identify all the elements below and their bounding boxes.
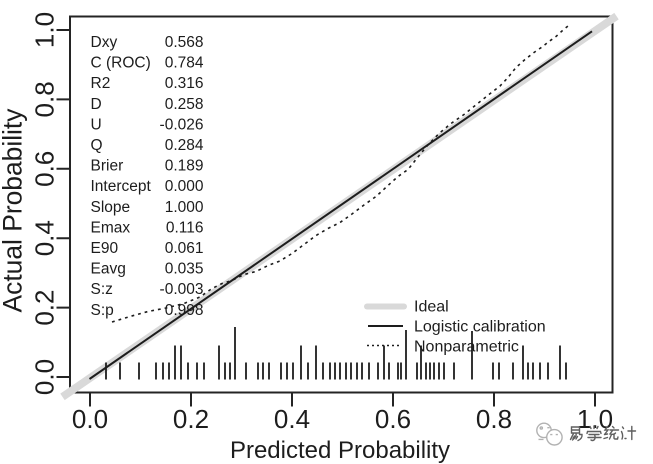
svg-text:Ideal: Ideal — [414, 299, 449, 316]
svg-text:0.2: 0.2 — [30, 290, 60, 326]
svg-text:U: U — [91, 116, 102, 133]
svg-text:Intercept: Intercept — [91, 178, 152, 195]
svg-text:0.6: 0.6 — [30, 151, 60, 187]
svg-text:Nonparametric: Nonparametric — [414, 339, 519, 356]
svg-text:0.000: 0.000 — [165, 178, 204, 195]
svg-text:D: D — [91, 96, 102, 113]
svg-text:0.8: 0.8 — [476, 404, 512, 434]
svg-text:0.8: 0.8 — [30, 81, 60, 117]
svg-text:0.998: 0.998 — [165, 302, 204, 319]
svg-text:1.0: 1.0 — [30, 12, 60, 48]
svg-text:0.4: 0.4 — [274, 404, 310, 434]
svg-text:Logistic calibration: Logistic calibration — [414, 319, 546, 336]
svg-text:0.0: 0.0 — [30, 359, 60, 395]
svg-text:0.6: 0.6 — [375, 404, 411, 434]
svg-text:0.784: 0.784 — [165, 55, 204, 72]
svg-text:Emax: Emax — [91, 219, 131, 236]
svg-text:Predicted Probability: Predicted Probability — [230, 437, 450, 464]
svg-text:0.316: 0.316 — [165, 75, 204, 92]
svg-text:0.061: 0.061 — [165, 240, 204, 257]
svg-text:Eavg: Eavg — [91, 261, 126, 278]
svg-text:0.4: 0.4 — [30, 220, 60, 256]
svg-text:Dxy: Dxy — [91, 34, 118, 51]
svg-text:Q: Q — [91, 137, 103, 154]
svg-text:0.035: 0.035 — [165, 261, 204, 278]
svg-text:Slope: Slope — [91, 199, 131, 216]
svg-text:Brier: Brier — [91, 158, 124, 175]
svg-text:-0.026: -0.026 — [160, 116, 204, 133]
svg-text:1.000: 1.000 — [165, 199, 204, 216]
svg-text:0.0: 0.0 — [72, 404, 108, 434]
svg-text:0.568: 0.568 — [165, 34, 204, 51]
svg-text:C (ROC): C (ROC) — [91, 55, 151, 72]
svg-text:Actual Probability: Actual Probability — [0, 108, 28, 313]
svg-text:S:z: S:z — [91, 281, 113, 298]
svg-text:1.0: 1.0 — [577, 404, 613, 434]
svg-text:-0.003: -0.003 — [160, 281, 204, 298]
svg-text:0.258: 0.258 — [165, 96, 204, 113]
svg-text:0.2: 0.2 — [173, 404, 209, 434]
svg-text:S:p: S:p — [91, 302, 114, 319]
svg-text:0.284: 0.284 — [165, 137, 204, 154]
svg-text:0.189: 0.189 — [165, 158, 204, 175]
svg-text:R2: R2 — [91, 75, 111, 92]
svg-text:0.116: 0.116 — [166, 219, 204, 236]
svg-text:E90: E90 — [91, 240, 119, 257]
